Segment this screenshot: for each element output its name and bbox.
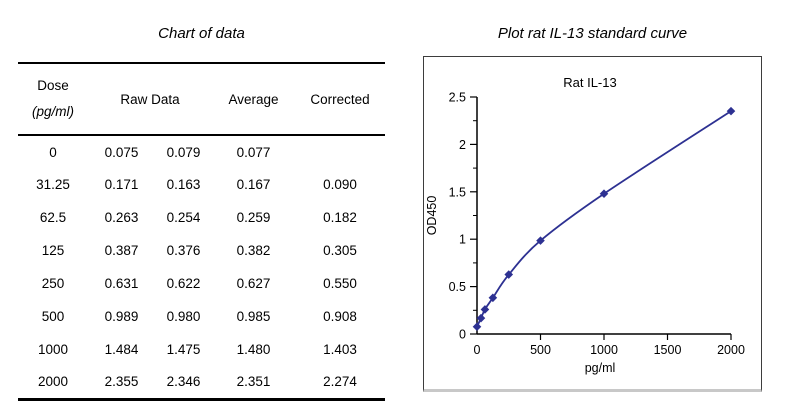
average-cell: 0.259 (236, 210, 271, 225)
corrected-cell: 0.090 (323, 177, 357, 192)
y-tick-label: 1.5 (449, 185, 466, 199)
data-point-marker (504, 270, 514, 279)
corrected-cell: 0.550 (323, 276, 357, 291)
raw-data-cell-1: 0.171 (104, 177, 139, 192)
raw-data-cell-1: 2.355 (104, 374, 139, 390)
x-tick-label: 500 (530, 343, 551, 357)
y-tick-label: 0 (459, 328, 466, 342)
corrected-cell: 0.908 (323, 309, 357, 324)
raw-data-cell-2: 0.163 (166, 177, 201, 192)
corrected-cell (295, 135, 385, 168)
raw-data-cell-1: 0.989 (104, 309, 139, 324)
x-tick-label: 1500 (654, 343, 682, 357)
raw-data-cell-2: 0.980 (166, 309, 201, 324)
raw-data-cell-1: 0.631 (104, 276, 139, 291)
x-axis-title: pg/ml (585, 361, 616, 375)
raw-data-cell-2: 2.346 (166, 374, 201, 390)
raw-data-cell-1: 0.263 (104, 210, 139, 225)
y-axis-title: OD450 (425, 196, 439, 236)
data-point-marker (480, 305, 490, 314)
dose-cell: 62.5 (39, 210, 67, 225)
table-row: 1000 1.484 1.475 1.480 1.403 (18, 333, 385, 366)
raw-data-cell-1: 0.075 (104, 144, 139, 160)
corrected-cell: 1.403 (323, 342, 357, 357)
y-tick-label: 0.5 (449, 280, 466, 294)
raw-data-cell-2: 0.079 (166, 144, 201, 160)
column-header-average: Average (228, 91, 279, 107)
table-header-row: Dose (pg/ml) Raw Data Average Corrected (18, 63, 385, 135)
table-row: 31.25 0.171 0.163 0.167 0.090 (18, 168, 385, 201)
dose-cell: 500 (41, 309, 65, 324)
average-cell: 0.985 (236, 309, 271, 324)
corrected-cell: 0.305 (323, 243, 357, 258)
average-cell: 0.077 (236, 144, 271, 160)
column-header-raw-data: Raw Data (120, 91, 180, 107)
x-tick-label: 2000 (717, 343, 745, 357)
data-table: Dose (pg/ml) Raw Data Average Corrected … (18, 62, 385, 401)
corrected-cell: 2.274 (323, 374, 357, 390)
table-title: Chart of data (158, 25, 245, 42)
table-row: 0 0.075 0.079 0.077 (18, 135, 385, 168)
dose-cell: 1000 (37, 342, 69, 357)
data-point-marker (476, 313, 486, 323)
x-tick-label: 1000 (590, 343, 618, 357)
dose-cell: 0 (49, 144, 57, 160)
data-table-body: 0 0.075 0.079 0.077 31.25 0.171 0.163 0.167 0.09… (18, 135, 385, 399)
data-point-marker (726, 106, 736, 116)
raw-data-cell-1: 1.484 (104, 342, 139, 357)
table-row: 62.5 0.263 0.254 0.259 0.182 (18, 201, 385, 234)
column-header-dose: Dose (pg/ml) (18, 63, 88, 135)
dose-cell: 2000 (37, 374, 69, 390)
average-cell: 2.351 (236, 374, 271, 390)
table-row: 125 0.387 0.376 0.382 0.305 (18, 234, 385, 267)
y-tick-label: 2 (459, 138, 466, 152)
dose-header-line1: Dose (37, 78, 69, 93)
average-cell: 0.382 (236, 243, 271, 258)
dose-cell: 31.25 (36, 177, 70, 192)
average-cell: 0.167 (236, 177, 271, 192)
corrected-cell: 0.182 (323, 210, 357, 225)
table-row: 500 0.989 0.980 0.985 0.908 (18, 300, 385, 333)
y-tick-label: 1 (459, 233, 466, 247)
raw-data-cell-2: 0.622 (166, 276, 201, 291)
average-cell: 1.480 (236, 342, 271, 357)
average-cell: 0.627 (236, 276, 271, 291)
x-tick-label: 0 (474, 343, 481, 357)
dose-cell: 250 (41, 276, 65, 291)
column-header-corrected: Corrected (310, 91, 370, 107)
raw-data-cell-2: 1.475 (166, 342, 201, 357)
table-row: 2000 2.355 2.346 2.351 2.274 (18, 366, 385, 399)
raw-data-cell-2: 0.254 (166, 210, 201, 225)
raw-data-cell-1: 0.387 (104, 243, 139, 258)
plot-title: Plot rat IL-13 standard curve (497, 25, 688, 42)
standard-curve-line (476, 110, 732, 328)
standard-curve-plot: Rat IL-13 0 0.5 1 1.5 2 2.5 0 500 1000 1500 2000 pg/… (425, 75, 745, 375)
y-tick-label: 2.5 (449, 91, 466, 105)
data-point-marker (472, 322, 482, 332)
dose-cell: 125 (41, 243, 65, 258)
data-point-marker (488, 293, 498, 303)
chart-inner-title: Rat IL-13 (563, 75, 616, 90)
table-row: 250 0.631 0.622 0.627 0.550 (18, 267, 385, 300)
raw-data-cell-2: 0.376 (166, 243, 201, 258)
dose-header-unit: (pg/ml) (31, 104, 74, 119)
chart-frame: Rat IL-13 0 0.5 1 1.5 2 2.5 0 500 1000 1500 2000 pg/… (423, 56, 762, 392)
